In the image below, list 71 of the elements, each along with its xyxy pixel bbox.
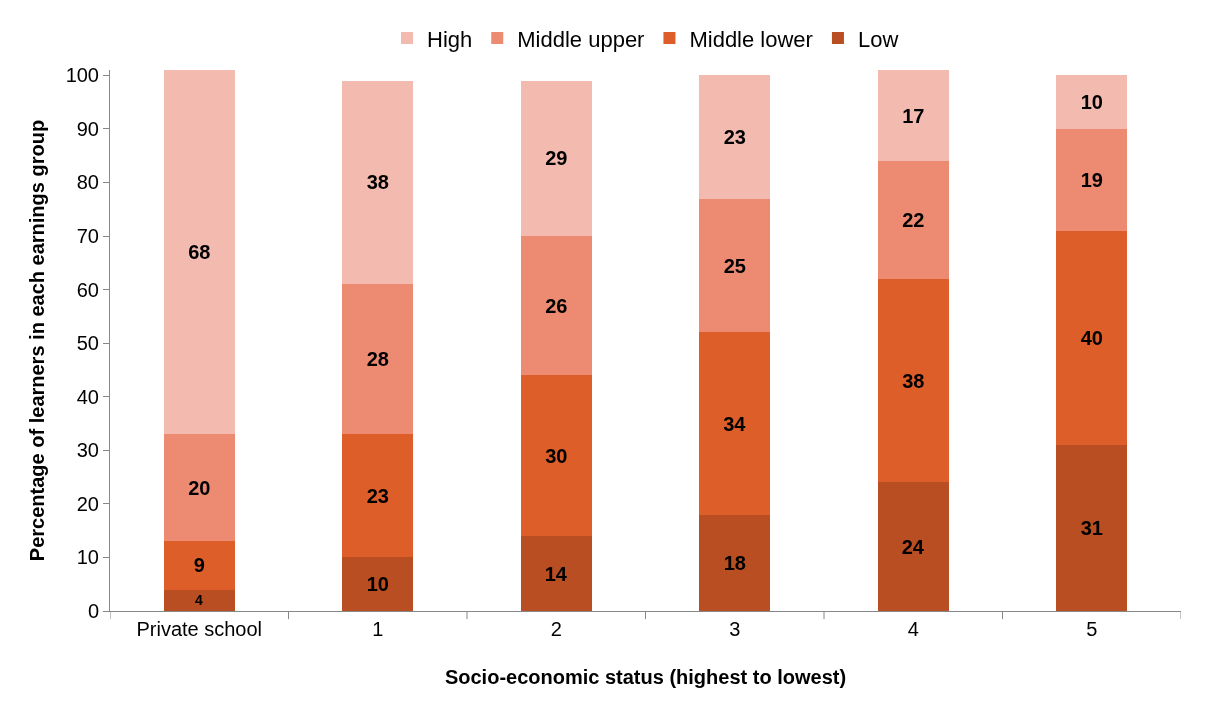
bar bbox=[342, 434, 414, 558]
data-label: 31 bbox=[1080, 516, 1103, 539]
bar bbox=[163, 589, 235, 611]
data-label: 18 bbox=[723, 551, 746, 574]
data-label: 14 bbox=[544, 562, 568, 585]
y-tick-label: 30 bbox=[76, 439, 99, 462]
y-tick-label: 70 bbox=[76, 225, 99, 248]
x-tick-label: 5 bbox=[1086, 618, 1098, 640]
legend-label: High bbox=[427, 26, 473, 52]
bar bbox=[520, 536, 592, 611]
data-label: 40 bbox=[1080, 326, 1103, 349]
data-label: 25 bbox=[723, 254, 746, 277]
data-label: 38 bbox=[366, 171, 389, 194]
y-tick-label: 100 bbox=[65, 64, 99, 87]
y-tick-label: 50 bbox=[76, 332, 99, 355]
data-label: 68 bbox=[188, 241, 211, 264]
data-label: 30 bbox=[545, 444, 568, 467]
bar bbox=[699, 198, 771, 333]
bar bbox=[342, 80, 414, 285]
y-tick-label: 40 bbox=[76, 385, 99, 408]
y-tick-label: 80 bbox=[76, 171, 99, 194]
bar bbox=[342, 557, 414, 611]
data-label: 23 bbox=[366, 484, 389, 507]
bar bbox=[699, 75, 771, 199]
bar bbox=[877, 70, 949, 162]
bar bbox=[1056, 128, 1128, 231]
bar bbox=[1056, 444, 1128, 611]
bar bbox=[1056, 230, 1128, 445]
legend-label: Middle lower bbox=[689, 26, 813, 52]
bar bbox=[520, 236, 592, 376]
data-label: 38 bbox=[902, 369, 925, 392]
bar bbox=[877, 161, 949, 279]
bar bbox=[520, 375, 592, 537]
data-label: 29 bbox=[545, 147, 568, 170]
data-label: 26 bbox=[545, 294, 568, 317]
y-tick-label: 90 bbox=[76, 117, 99, 140]
bar bbox=[163, 70, 235, 435]
y-tick-label: 20 bbox=[76, 492, 99, 515]
x-tick-label: 1 bbox=[372, 618, 384, 640]
bar bbox=[877, 482, 949, 611]
bar bbox=[342, 284, 414, 435]
x-tick-label: 2 bbox=[550, 618, 562, 640]
bar bbox=[699, 514, 771, 611]
data-label: 34 bbox=[723, 412, 747, 435]
data-label: 19 bbox=[1080, 168, 1103, 191]
legend-label: Low bbox=[857, 26, 899, 52]
x-axis-title: Socio-economic status (highest to lowest) bbox=[444, 665, 847, 688]
y-axis-title: Percentage of learners in each earnings group bbox=[26, 119, 49, 562]
legend-label: Middle upper bbox=[517, 26, 645, 52]
y-tick-label: 60 bbox=[76, 278, 99, 301]
bar bbox=[699, 332, 771, 515]
data-label: 24 bbox=[901, 535, 925, 558]
data-label: 22 bbox=[902, 208, 925, 231]
bar bbox=[877, 278, 949, 483]
data-label: 9 bbox=[193, 554, 205, 577]
data-label: 17 bbox=[902, 104, 925, 127]
data-label: 28 bbox=[366, 348, 389, 371]
bar bbox=[163, 541, 235, 590]
data-label: 10 bbox=[366, 573, 389, 596]
data-label: 4 bbox=[195, 592, 204, 609]
x-tick-label: 4 bbox=[907, 618, 919, 640]
data-label: 23 bbox=[723, 125, 746, 148]
bar bbox=[1056, 75, 1128, 129]
x-tick-label: Private school bbox=[136, 618, 263, 640]
y-tick-label: 10 bbox=[76, 546, 99, 569]
data-label: 20 bbox=[188, 476, 211, 499]
data-label: 10 bbox=[1080, 91, 1103, 114]
bar bbox=[520, 80, 592, 237]
bar bbox=[163, 434, 235, 542]
x-tick-label: 3 bbox=[729, 618, 741, 640]
y-tick-label: 0 bbox=[87, 600, 99, 622]
